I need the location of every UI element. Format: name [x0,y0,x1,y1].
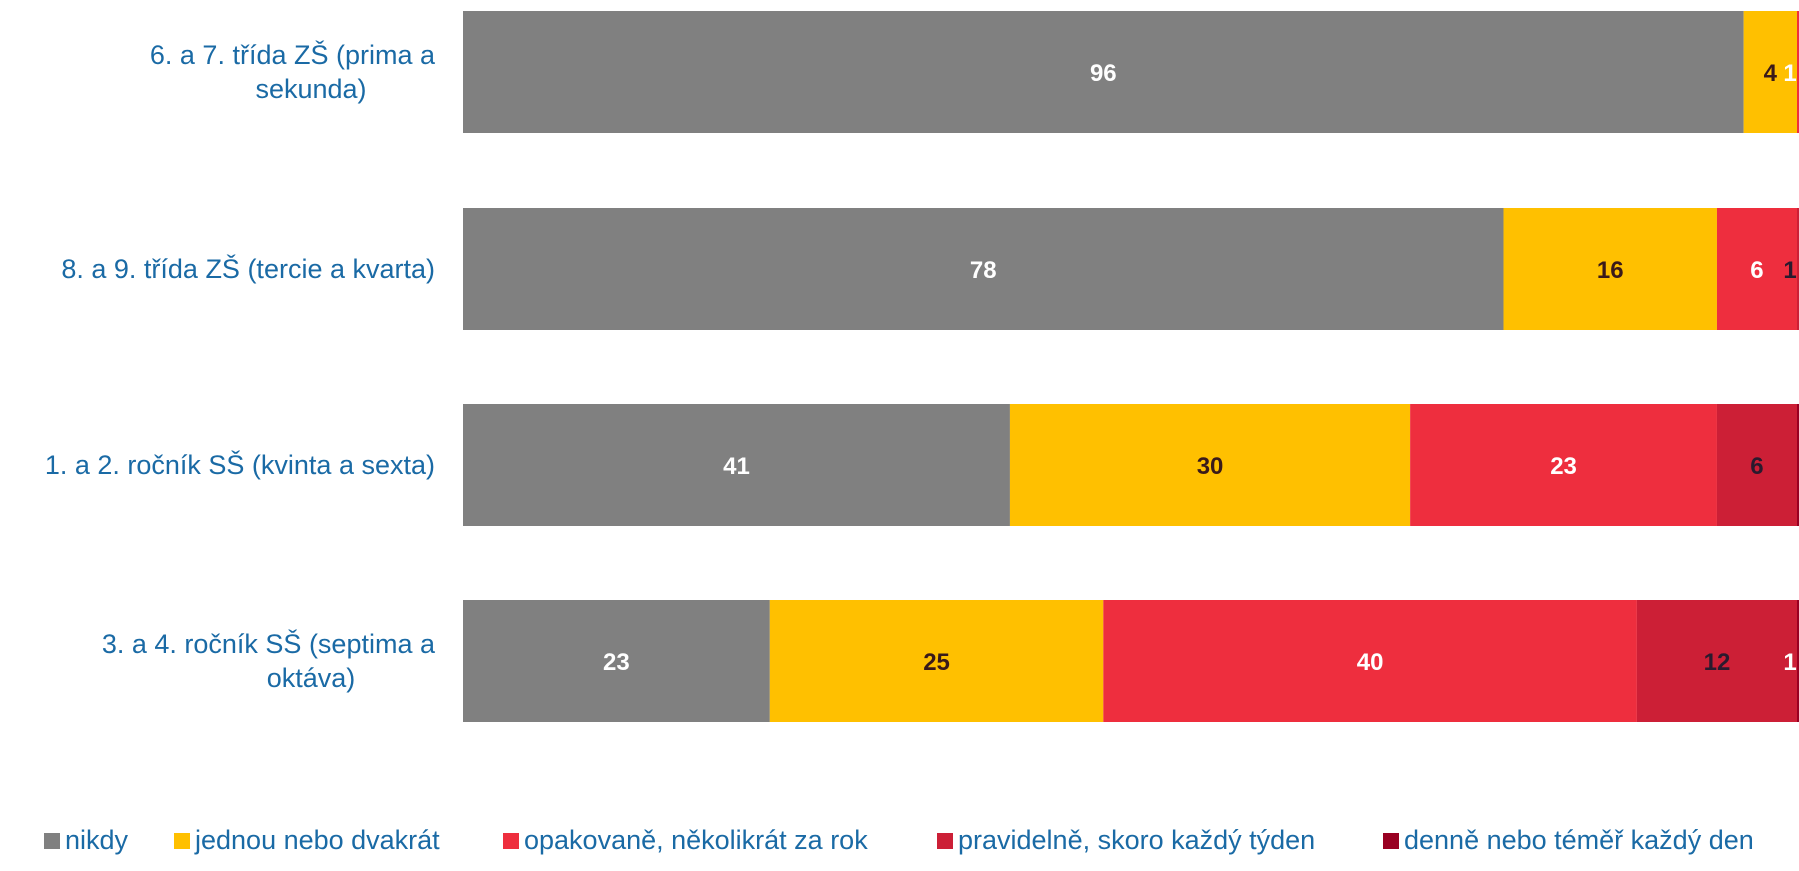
data-label: 1 [1783,649,1796,676]
bar-segment [463,404,1010,526]
category-label: 3. a 4. ročník SŠ (septima a oktáva) [102,628,436,693]
value-labels: 96 4 178 16 6 141 30 23 623 25 40 12 1 [603,60,1797,676]
bar-segment [1797,600,1799,722]
bar-segment [463,11,1744,133]
category-label: 6. a 7. třída ZŠ (prima a sekunda) [150,39,436,104]
bar-segment [1797,11,1799,133]
data-label: 25 [923,649,950,676]
data-label: 6 [1750,453,1763,480]
category-labels: 6. a 7. třída ZŠ (prima a sekunda) 8. a 9.… [45,39,436,693]
bar-segment [463,600,770,722]
legend-label: denně nebo téměř každý den [1404,825,1754,855]
bar-segment [1636,600,1797,722]
legend-label: pravidelně, skoro každý týden [958,825,1316,855]
legend-item: jednou nebo dvakrát [174,825,440,856]
data-label: 30 [1197,453,1224,480]
data-label: 16 [1597,257,1624,284]
legend-label: nikdy [65,825,129,855]
data-label: 1 [1783,60,1796,87]
data-label: 6 [1750,257,1763,284]
data-label: 4 [1764,60,1778,87]
legend-label: jednou nebo dvakrát [195,825,440,855]
data-label: 23 [603,649,630,676]
category-label-line: sekunda) [255,74,366,104]
category-label-line: 1. a 2. ročník SŠ (kvinta a sexta) [45,449,435,480]
legend-swatch [503,832,519,849]
legend-swatch [937,832,953,849]
bar-segment [1797,208,1799,330]
bar-segment [1716,404,1797,526]
legend-label: opakovaně, několikrát za rok [524,825,868,855]
legend-item: nikdy [44,825,128,856]
bar-segment [463,208,1504,330]
data-label: 23 [1550,453,1577,480]
bar-segment [1797,404,1799,526]
bar-segment [1009,404,1411,526]
data-label: 1 [1783,257,1796,284]
data-label: 41 [723,453,750,480]
category-label-line: oktáva) [267,663,356,693]
legend-swatch [1383,832,1399,849]
legend-swatch [174,832,190,849]
bar-segment [1410,404,1717,526]
data-label: 96 [1090,60,1117,87]
bar-segment [1716,208,1797,330]
category-label-line: 6. a 7. třída ZŠ (prima a [150,39,436,70]
category-label: 8. a 9. třída ZŠ (tercie a kvarta) [61,253,435,284]
legend-item: pravidelně, skoro každý týden [937,825,1315,856]
legend-swatch [44,832,60,849]
bar-segment [1103,600,1637,722]
legend-item: opakovaně, několikrát za rok [503,825,868,856]
category-label-line: 8. a 9. třída ZŠ (tercie a kvarta) [61,253,435,284]
data-label: 12 [1704,649,1731,676]
data-label: 78 [970,257,997,284]
legend: nikdy jednou nebo dvakrát opakovaně, někol… [0,825,1799,865]
bar-segment [1503,208,1717,330]
legend-item: denně nebo téměř každý den [1383,825,1754,856]
bar-segment [1743,11,1797,133]
bar-segment [769,600,1104,722]
category-label: 1. a 2. ročník SŠ (kvinta a sexta) [45,449,435,480]
category-label-line: 3. a 4. ročník SŠ (septima a [102,628,436,659]
data-label: 40 [1357,649,1384,676]
bar-segments [463,11,1799,722]
